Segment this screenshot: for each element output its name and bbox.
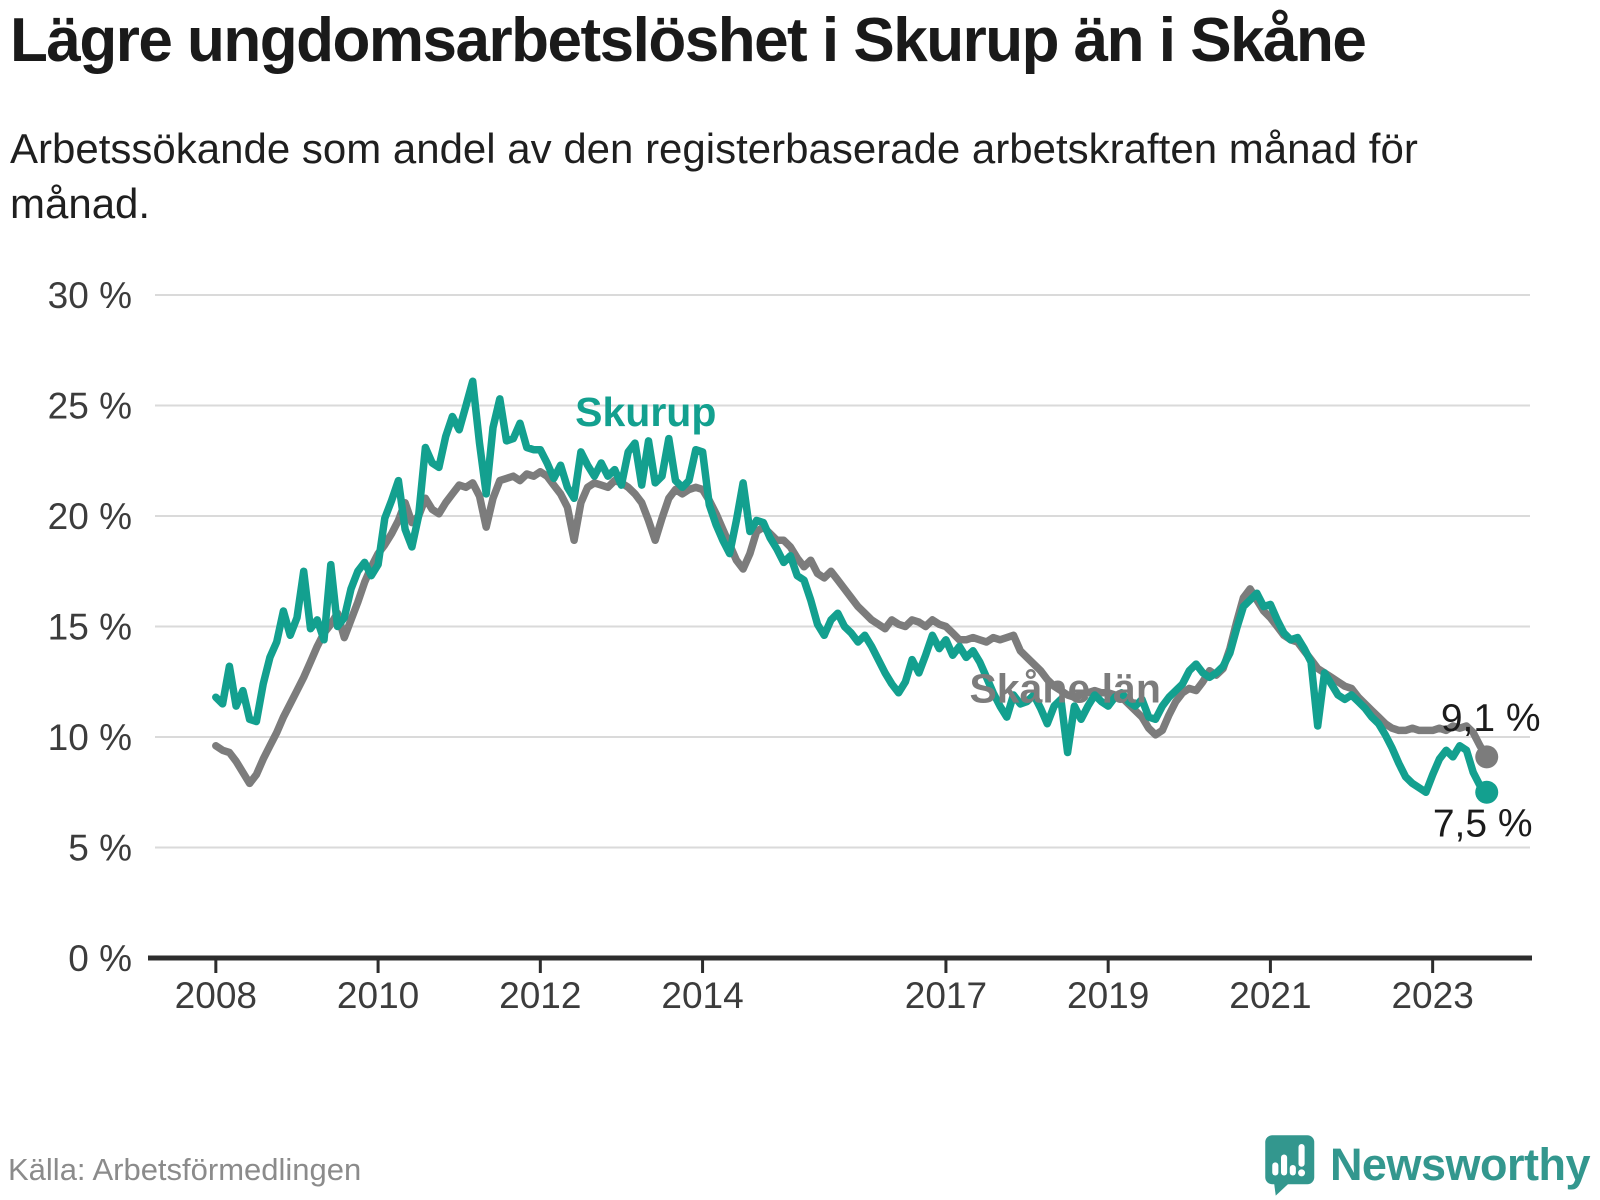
series-line-skurup [212, 377, 1491, 797]
y-tick-label: 0 % [68, 938, 132, 979]
series-end-dot [1475, 780, 1499, 804]
x-tick-label: 2019 [1067, 975, 1149, 1015]
line-chart: 0 % 5 % 10 % 15 % 20 % 25 % 30 % 2008 2010 2012 20… [0, 260, 1600, 1016]
y-tick-label: 10 % [48, 717, 132, 758]
brand-name: Newsworthy [1329, 1139, 1591, 1190]
x-tick-label: 2010 [337, 975, 419, 1015]
newsworthy-logo: Newsworthy [1260, 1133, 1591, 1197]
newsworthy-bubble-chart-icon [1265, 1135, 1315, 1196]
x-tick-label: 2012 [499, 975, 581, 1015]
chart-canvas: 0 % 5 % 10 % 15 % 20 % 25 % 30 % 2008 2010 2012 20… [48, 275, 1541, 1016]
chart-subtitle: Arbetssökande som andel av den registerb… [10, 125, 1418, 227]
page-title: Lägre ungdomsarbetslöshet i Skurup än i … [10, 6, 1367, 75]
series-end-value-label: 9,1 % [1441, 697, 1541, 740]
x-tick-label: 2023 [1391, 975, 1473, 1015]
series-end-value-label: 7,5 % [1433, 802, 1533, 845]
source-note: Källa: Arbetsförmedlingen [8, 1152, 362, 1187]
y-tick-label: 5 % [68, 828, 132, 869]
x-tick-label: 2021 [1229, 975, 1311, 1015]
y-tick-label: 30 % [48, 275, 132, 316]
series-name-label: Skåne län [969, 665, 1160, 711]
x-tick-label: 2017 [905, 975, 987, 1015]
x-tick-label: 2008 [175, 975, 257, 1015]
series-end-dot [1475, 745, 1499, 769]
x-tick-label: 2014 [661, 975, 743, 1015]
y-tick-label: 25 % [48, 386, 132, 427]
y-tick-label: 20 % [48, 496, 132, 537]
series-name-label: Skurup [575, 389, 716, 435]
y-tick-label: 15 % [48, 607, 132, 648]
